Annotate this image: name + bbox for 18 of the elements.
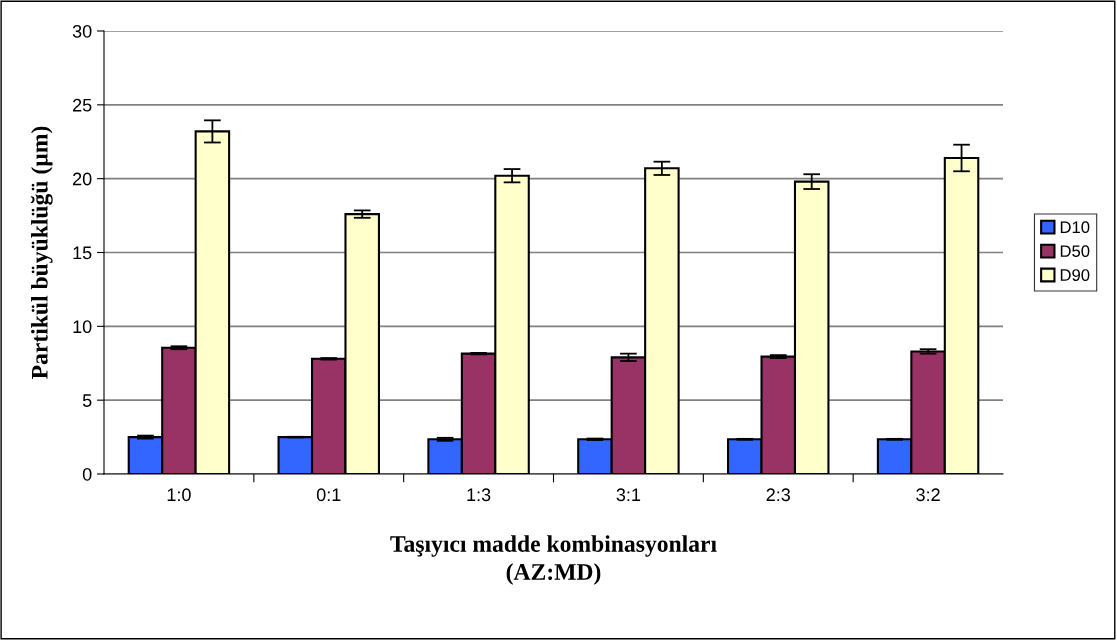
x-tick-label: 3:2: [916, 488, 940, 502]
legend-label: D10: [1060, 221, 1090, 234]
x-tick-label: 2:3: [766, 488, 791, 502]
legend-label: D50: [1060, 245, 1090, 258]
x-tick-label: 1:3: [467, 488, 491, 502]
y-tick-label: 20: [73, 172, 92, 186]
y-tick-label: 10: [73, 320, 92, 334]
x-tick-label: 1:0: [167, 488, 191, 502]
y-tick-label: 0: [82, 467, 92, 481]
y-axis-title: Partikül büyüklüğü (µm): [30, 126, 53, 379]
x-tick-label: 3:1: [616, 488, 641, 502]
y-tick-label: 15: [73, 246, 92, 260]
x-tick-label: 0:1: [316, 488, 341, 502]
y-tick-label: 30: [72, 24, 92, 38]
legend-label: D90: [1060, 269, 1090, 281]
y-tick-label: 5: [82, 394, 92, 407]
x-axis-title: Taşıyıcı madde kombinasyonları (AZ:MD): [390, 535, 717, 585]
y-tick-label: 25: [73, 98, 92, 112]
